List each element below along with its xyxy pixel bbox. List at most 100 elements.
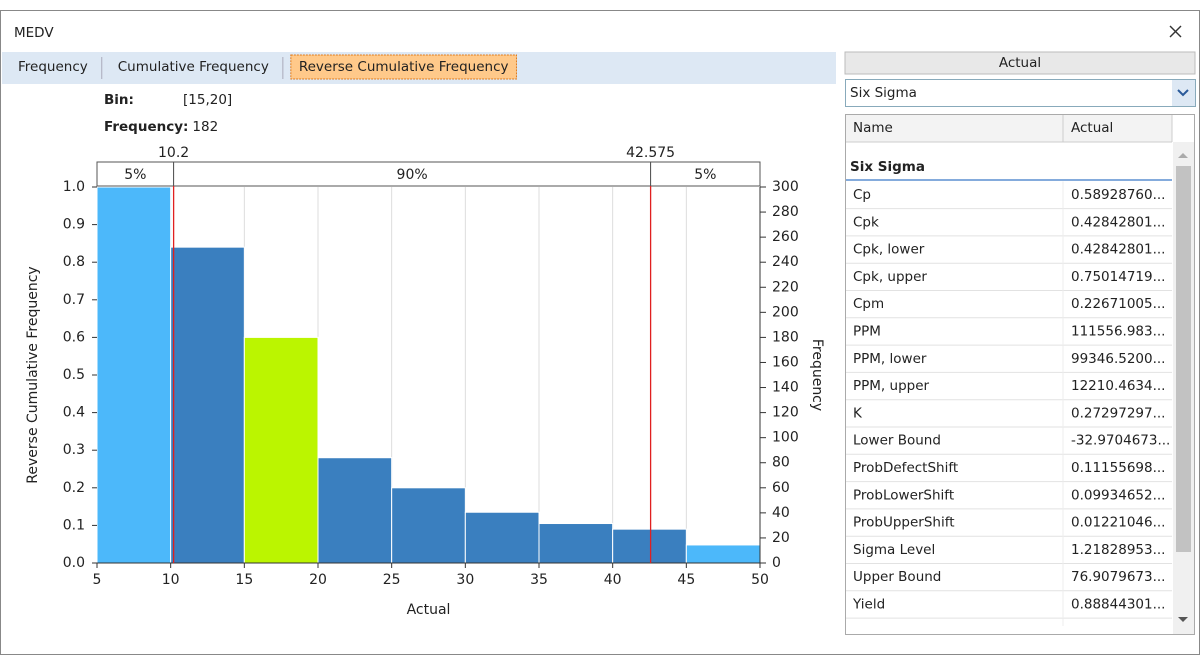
y-axis-label: Reverse Cumulative Frequency [25,266,41,483]
y-tick-label: 0.1 [63,517,85,533]
y2-tick-label: 280 [772,204,799,220]
bar[interactable] [96,186,172,564]
row-value: 0.42842801... [1071,242,1165,258]
x-tick-label: 10 [162,572,180,588]
row-value: 0.09934652... [1071,487,1165,503]
band-box [96,161,175,187]
y2-tick-label: 180 [772,329,799,345]
tab-label[interactable]: Reverse Cumulative Frequency [299,59,509,75]
y2-tick-label: 120 [772,405,799,421]
tooltip-label: Frequency: [104,119,188,135]
dropdown-button[interactable] [1172,80,1195,106]
row-name: ProbUpperShift [853,515,955,531]
active-tab[interactable] [290,54,517,80]
column-header: Name [853,120,893,136]
y-tick-label: 0.7 [63,292,85,308]
y2-tick-label: 160 [772,354,799,370]
bar[interactable] [464,511,540,564]
window-title: MEDV [14,25,54,41]
y-tick-label: 0.2 [63,480,85,496]
tab-label[interactable]: Frequency [18,59,88,75]
group-label: Six Sigma [850,159,925,175]
bar[interactable] [243,336,319,564]
x-tick-label: 25 [383,572,401,588]
close-button[interactable] [1169,25,1182,38]
row-name: Z Lower [853,624,907,640]
table-header [846,115,1172,142]
table [845,114,1195,635]
y2-tick-label: 60 [772,480,790,496]
y2-tick-label: 240 [772,254,799,270]
tab-label[interactable]: Cumulative Frequency [118,59,269,75]
y-tick-label: 0.0 [63,555,85,571]
row-value: 12210.4634... [1071,378,1165,394]
y2-tick-label: 80 [772,455,790,471]
y2-tick-label: 300 [772,179,799,195]
x-tick-label: 15 [235,572,253,588]
row-value: 1.21828953... [1071,542,1165,558]
bar[interactable] [317,457,393,564]
y-tick-label: 1.0 [63,179,85,195]
row-value: 1.28528405... [1071,624,1165,640]
tooltip-value: 182 [192,119,218,135]
x-tick-label: 40 [604,572,622,588]
row-name: PPM [853,324,881,340]
x-axis-label: Actual [407,602,451,618]
row-name: Sigma Level [853,542,935,558]
row-value: 111556.983... [1071,324,1165,340]
band-box [650,161,761,187]
y-tick-label: 0.4 [63,405,85,421]
y2-tick-label: 20 [772,530,790,546]
y2-tick-label: 260 [772,229,799,245]
band-label: 5% [124,167,146,183]
header-button[interactable] [844,51,1196,75]
row-name: Cpk [853,214,879,230]
row-name: Cpk, upper [853,269,927,285]
row-name: PPM, lower [853,351,927,367]
y2-tick-label: 0 [772,555,781,571]
row-name: Cpm [853,296,884,312]
row-value: 0.75014719... [1071,269,1165,285]
scrollbar-thumb[interactable] [1176,166,1191,552]
row-value: 0.42842801... [1071,214,1165,230]
row-name: Cp [853,187,871,203]
row-name: Lower Bound [853,433,941,449]
bar[interactable] [538,523,614,564]
percentile-label: 10.2 [158,145,189,161]
y2-tick-label: 100 [772,430,799,446]
row-name: K [853,405,863,421]
y2-tick-label: 140 [772,380,799,396]
row-value: 0.11155698... [1071,460,1165,476]
x-tick-label: 50 [751,572,769,588]
y-tick-label: 0.8 [63,254,85,270]
x-tick-label: 30 [456,572,474,588]
row-name: PPM, upper [853,378,930,394]
bar[interactable] [685,544,761,564]
row-name: Yield [852,597,885,613]
y-tick-label: 0.9 [63,217,85,233]
bar[interactable] [391,487,466,564]
row-value: 99346.5200... [1071,351,1165,367]
tooltip-label: Bin: [104,92,134,108]
y2-tick-label: 200 [772,304,799,320]
row-value: 0.27297297... [1071,405,1165,421]
dropdown[interactable] [845,79,1196,107]
row-value: 0.01221046... [1071,515,1165,531]
column-header: Actual [1071,120,1113,136]
bar[interactable] [612,528,687,564]
bar[interactable] [170,246,245,564]
x-tick-label: 20 [309,572,327,588]
row-value: 0.58928760... [1071,187,1165,203]
x-tick-label: 35 [530,572,548,588]
row-value: 0.22671005... [1071,296,1165,312]
dropdown-value: Six Sigma [850,85,917,101]
row-name: Cpk, lower [853,242,925,258]
y2-tick-label: 220 [772,279,799,295]
dropdown-arrow [1177,89,1189,97]
x-tick-label: 45 [677,572,695,588]
y-tick-label: 0.3 [63,442,85,458]
row-value: 76.9079673... [1071,569,1165,585]
row-name: ProbDefectShift [853,460,958,476]
row-name: Upper Bound [853,569,941,585]
